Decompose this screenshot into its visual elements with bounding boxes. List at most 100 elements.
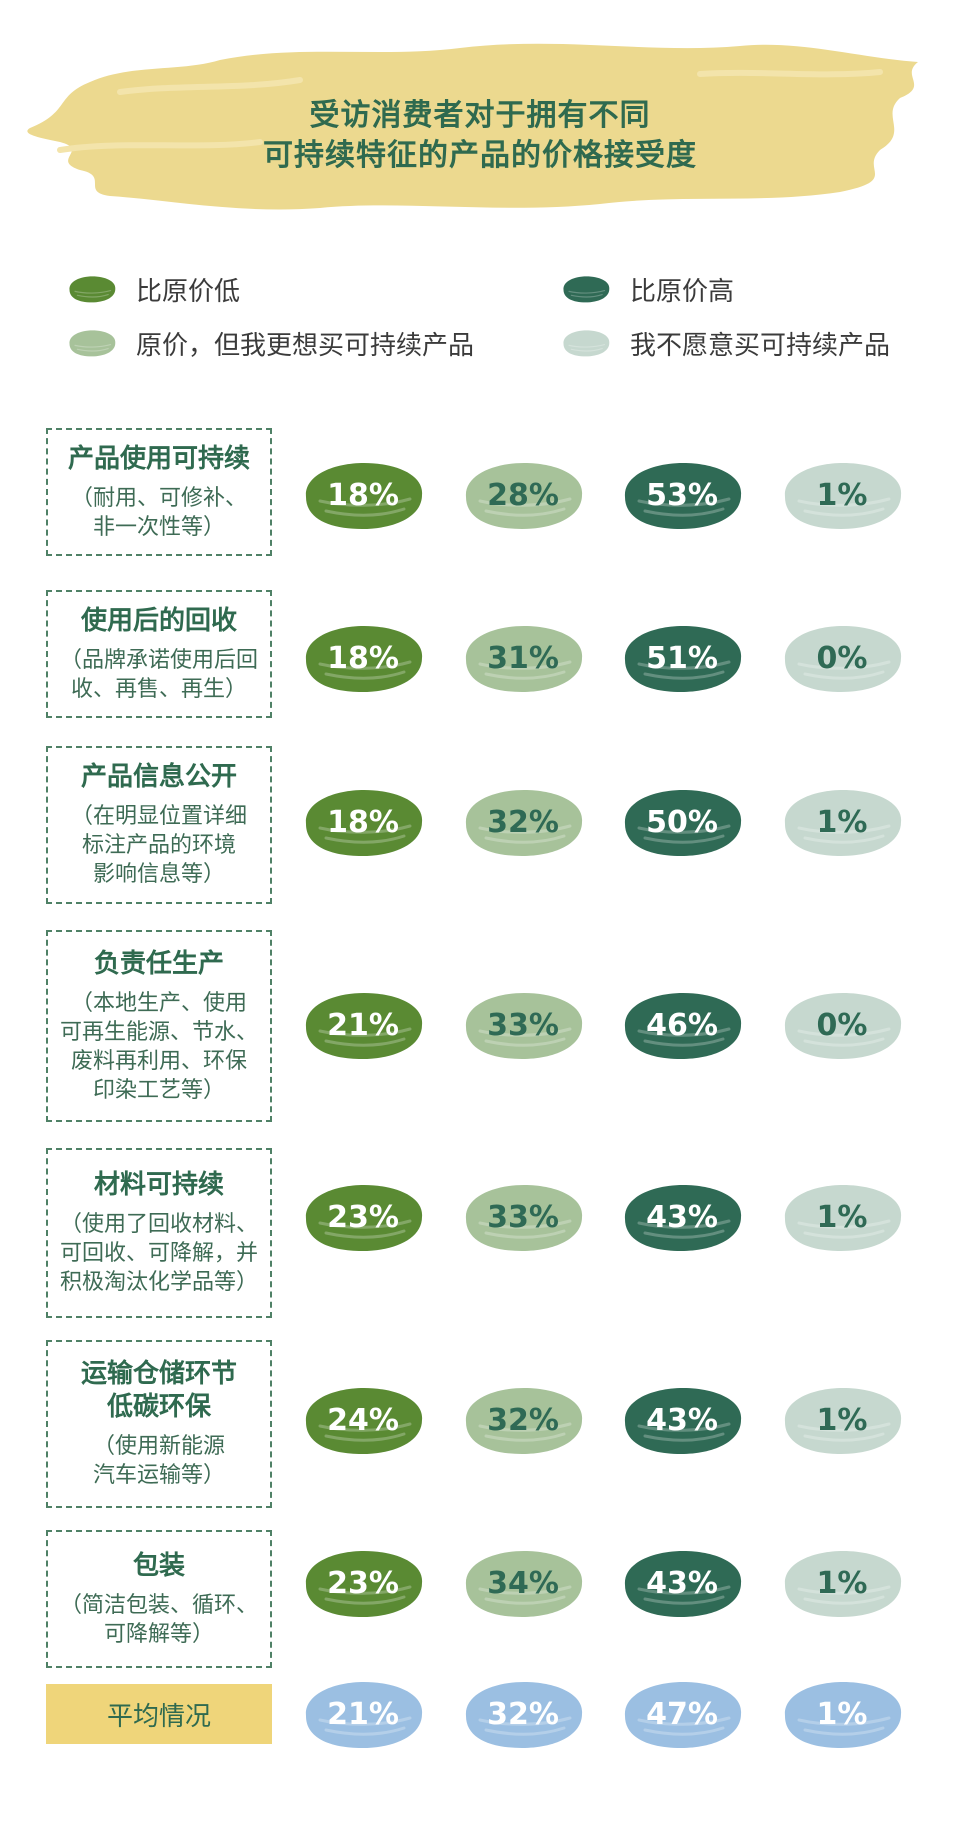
value-label: 1% — [816, 804, 868, 840]
chart-title-line1: 受访消费者对于拥有不同 — [309, 98, 651, 133]
legend-item: 比原价高 — [558, 269, 734, 309]
value-bubble: 1% — [775, 784, 909, 860]
row-description: （耐用、可修补、 非一次性等） — [70, 485, 247, 540]
row-label: 材料可持续 （使用了回收材料、 可回收、可降解，并 积极淘汰化学品等） — [46, 1148, 272, 1318]
value-bubble: 53% — [615, 457, 749, 533]
value-bubble: 18% — [296, 620, 430, 696]
row-label: 产品信息公开 （在明显位置详细 标注产品的环境 影响信息等） — [46, 746, 272, 904]
value-label: 32% — [487, 1696, 559, 1732]
value-bubble: 32% — [456, 1382, 590, 1458]
value-bubble: 1% — [775, 1382, 909, 1458]
value-label: 43% — [646, 1199, 718, 1235]
value-bubble: 47% — [615, 1676, 749, 1752]
row-title: 产品信息公开 — [80, 762, 237, 792]
row-title: 负责任生产 — [93, 948, 224, 979]
value-label: 1% — [816, 1565, 868, 1601]
value-bubble: 33% — [456, 987, 590, 1063]
row-title: 运输仓储环节 低碳环保 — [80, 1359, 237, 1422]
average-title: 平均情况 — [106, 1701, 211, 1732]
value-label: 34% — [487, 1565, 559, 1601]
value-bubble: 24% — [296, 1382, 430, 1458]
row-title: 包装 — [132, 1550, 185, 1581]
legend-label: 原价，但我更想买可持续产品 — [136, 330, 475, 361]
value-bubble: 23% — [296, 1545, 430, 1621]
value-label: 18% — [327, 477, 399, 513]
legend-swatch — [558, 328, 614, 358]
value-label: 50% — [646, 804, 718, 840]
value-bubble: 43% — [615, 1179, 749, 1255]
value-bubble: 51% — [615, 620, 749, 696]
row-description: （使用了回收材料、 可回收、可降解，并 积极淘汰化学品等） — [59, 1212, 258, 1295]
value-label: 0% — [816, 640, 868, 676]
row-label: 运输仓储环节 低碳环保 （使用新能源 汽车运输等） — [46, 1340, 272, 1508]
value-label: 31% — [487, 640, 559, 676]
legend-label: 比原价低 — [136, 276, 241, 307]
value-bubble: 0% — [775, 987, 909, 1063]
value-bubble: 32% — [456, 784, 590, 860]
value-bubble: 0% — [775, 620, 909, 696]
value-bubble: 34% — [456, 1545, 590, 1621]
value-label: 21% — [327, 1007, 399, 1043]
value-bubble: 21% — [296, 1676, 430, 1752]
value-label: 47% — [646, 1696, 718, 1732]
legend-label: 比原价高 — [630, 276, 735, 307]
value-bubble: 31% — [456, 620, 590, 696]
legend-label: 我不愿意买可持续产品 — [630, 330, 891, 361]
value-label: 32% — [487, 1402, 559, 1438]
value-label: 24% — [327, 1402, 399, 1438]
row-label: 产品使用可持续 （耐用、可修补、 非一次性等） — [46, 428, 272, 556]
value-bubble: 1% — [775, 457, 909, 533]
value-bubble: 23% — [296, 1179, 430, 1255]
value-label: 21% — [327, 1696, 399, 1732]
value-label: 1% — [816, 1402, 868, 1438]
row-title: 产品使用可持续 — [67, 443, 250, 474]
value-label: 18% — [327, 640, 399, 676]
row-title: 使用后的回收 — [80, 605, 237, 636]
value-label: 23% — [327, 1565, 399, 1601]
legend-item: 比原价低 — [64, 269, 240, 309]
value-bubble: 18% — [296, 784, 430, 860]
value-label: 33% — [487, 1007, 559, 1043]
value-bubble: 21% — [296, 987, 430, 1063]
value-bubble: 43% — [615, 1382, 749, 1458]
value-label: 43% — [646, 1402, 718, 1438]
average-label: 平均情况 — [46, 1684, 272, 1744]
row-description: （本地生产、使用 可再生能源、节水、 废料再利用、环保 印染工艺等） — [59, 990, 258, 1103]
row-label: 使用后的回收 （品牌承诺使用后回 收、再售、再生） — [46, 590, 272, 718]
legend-swatch — [64, 274, 120, 304]
value-bubble: 50% — [615, 784, 749, 860]
value-bubble: 18% — [296, 457, 430, 533]
row-description: （使用新能源 汽车运输等） — [92, 1434, 225, 1488]
value-label: 46% — [646, 1007, 718, 1043]
value-label: 1% — [816, 477, 868, 513]
value-label: 1% — [816, 1696, 868, 1732]
value-bubble: 1% — [775, 1676, 909, 1752]
value-label: 32% — [487, 804, 559, 840]
row-label: 包装 （简洁包装、循环、 可降解等） — [46, 1530, 272, 1668]
row-description: （品牌承诺使用后回 收、再售、再生） — [59, 647, 258, 702]
value-bubble: 33% — [456, 1179, 590, 1255]
value-bubble: 1% — [775, 1545, 909, 1621]
value-label: 33% — [487, 1199, 559, 1235]
value-label: 0% — [816, 1007, 868, 1043]
title-banner — [27, 43, 918, 210]
value-label: 1% — [816, 1199, 868, 1235]
row-description: （在明显位置详细 标注产品的环境 影响信息等） — [70, 804, 247, 887]
legend-item: 原价，但我更想买可持续产品 — [64, 323, 474, 363]
value-bubble: 28% — [456, 457, 590, 533]
row-description: （简洁包装、循环、 可降解等） — [59, 1592, 258, 1647]
value-bubble: 1% — [775, 1179, 909, 1255]
value-label: 18% — [327, 804, 399, 840]
value-label: 51% — [646, 640, 718, 676]
legend-swatch — [64, 328, 120, 358]
value-bubble: 32% — [456, 1676, 590, 1752]
chart-title-line2: 可持续特征的产品的价格接受度 — [263, 138, 697, 173]
value-label: 53% — [646, 477, 718, 513]
row-title: 材料可持续 — [93, 1170, 224, 1200]
legend-item: 我不愿意买可持续产品 — [558, 323, 890, 363]
value-label: 28% — [487, 477, 559, 513]
legend-swatch — [558, 274, 614, 304]
value-bubble: 43% — [615, 1545, 749, 1621]
legend: 比原价低 比原价高原价，但我更想买可持续产品 我不愿意买可持续产品 — [0, 255, 960, 365]
